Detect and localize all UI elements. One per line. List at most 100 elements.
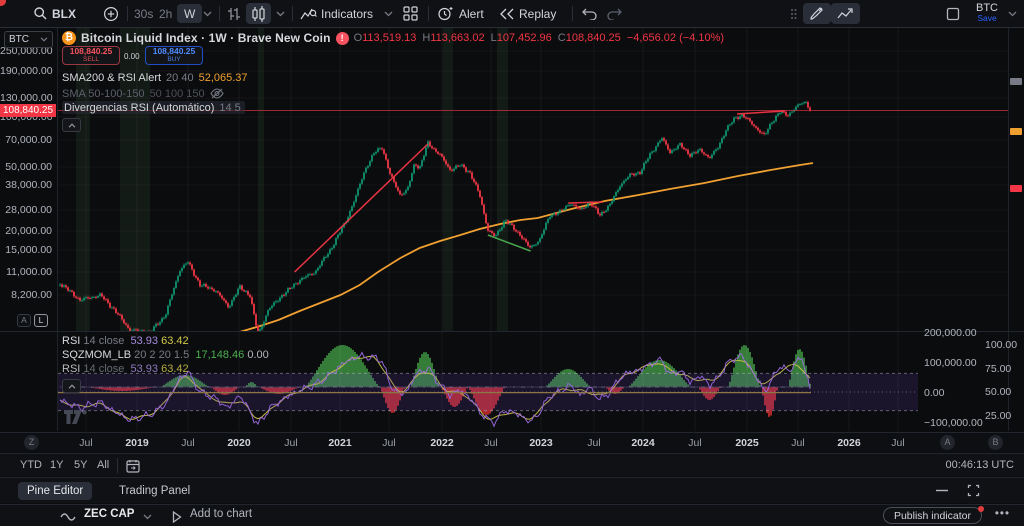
tradingview-logo[interactable]	[64, 410, 88, 425]
scale-b-badge[interactable]: B	[988, 435, 1003, 450]
indicator-legend-divergencias[interactable]: Divergencias RSI (Automático) 14 5	[62, 101, 245, 114]
drag-handle-icon[interactable]	[790, 0, 797, 27]
candles-chart-type-icon[interactable]	[246, 3, 271, 24]
tab-pine-editor[interactable]: Pine Editor	[18, 482, 93, 500]
sqzmom-scale-tick: 0.00	[924, 387, 945, 399]
data-issue-icon[interactable]: !	[335, 31, 349, 45]
time-tick: 2020	[227, 437, 251, 449]
range-ytd-button[interactable]: YTD	[20, 459, 42, 471]
tab-trading-panel[interactable]: Trading Panel	[119, 485, 191, 497]
time-tick: 2022	[430, 437, 454, 449]
add-to-chart-button[interactable]: Add to chart	[190, 508, 253, 520]
edge-price-marker	[1010, 78, 1022, 85]
price-tick: 50,000.00	[5, 161, 52, 173]
time-tick: 2019	[125, 437, 149, 449]
alert-button[interactable]: Alert	[459, 6, 484, 21]
time-axis[interactable]: Z Jul 2019 Jul 2020 Jul 2021 Jul 2022 Jul 2023 Jul…	[0, 432, 1024, 452]
draw-brush-icon[interactable]	[803, 3, 831, 24]
timezone-clock[interactable]: 00:46:13 UTC	[945, 459, 1014, 471]
indicators-icon[interactable]	[300, 0, 317, 27]
rsi-scale-tick: 25.00	[985, 410, 1012, 422]
range-5y-button[interactable]: 5Y	[74, 459, 88, 471]
indicator-legend-sma-50-100-150[interactable]: SMA 50-100-150 50 100 150	[62, 87, 224, 100]
fullscreen-icon[interactable]	[946, 0, 960, 27]
script-chevron-icon[interactable]	[143, 514, 152, 520]
forecast-line-icon[interactable]	[831, 3, 860, 24]
symbol-title[interactable]: Bitcoin Liquid Index · 1W · Brave New Co…	[81, 31, 331, 45]
left-axis-divider[interactable]	[57, 28, 58, 431]
chart-canvas[interactable]	[0, 28, 1024, 432]
sqzmom-scale-tick: 200,000.00	[924, 327, 977, 339]
bar-chart-type-icon[interactable]	[226, 0, 242, 27]
time-tick: Jul	[181, 437, 195, 449]
minimize-icon[interactable]	[936, 489, 948, 492]
time-tick: Jul	[688, 437, 702, 449]
lower-pane-collapse-button[interactable]	[62, 379, 81, 393]
time-tick: 2021	[328, 437, 352, 449]
time-tick: Jul	[587, 437, 601, 449]
currency-chevron-icon[interactable]	[1008, 0, 1017, 27]
price-tick: 11,000.00	[6, 266, 52, 278]
range-all-button[interactable]: All	[97, 459, 110, 471]
add-to-chart-icon[interactable]	[172, 511, 182, 523]
price-tick: 130,000.00	[0, 92, 53, 104]
rsi-legend-row[interactable]: RSI 14 close 53.93 63.42	[62, 335, 189, 347]
bitcoin-icon: ₿	[62, 31, 76, 45]
layout-templates-icon[interactable]	[403, 0, 418, 27]
sqzmom-scale-tick: −100,000.00	[924, 417, 983, 429]
interval-1w-button[interactable]: W	[177, 4, 203, 23]
restore-window-icon[interactable]	[967, 484, 980, 497]
bottom-tabs-row: Pine Editor Trading Panel	[0, 477, 1024, 503]
buy-button[interactable]: 108,840.25 BUY	[145, 46, 203, 65]
indicators-chevron-icon[interactable]	[384, 0, 393, 27]
interval-2h-button[interactable]: 2h	[159, 6, 173, 21]
chart-currency-value: BTC	[9, 34, 29, 45]
redo-icon[interactable]	[606, 0, 622, 27]
chart-type-chevron-icon[interactable]	[276, 0, 285, 27]
edge-price-marker	[1010, 185, 1022, 192]
undo-icon[interactable]	[582, 0, 598, 27]
rsi2-legend-row[interactable]: RSI 14 close 53.93 63.42	[62, 363, 189, 375]
chart-currency-dropdown[interactable]: BTC	[4, 31, 53, 48]
legend-collapse-button[interactable]	[62, 118, 81, 132]
search-icon[interactable]	[33, 0, 48, 27]
price-tick: 8,200.00	[11, 289, 52, 301]
time-tick: 2023	[529, 437, 553, 449]
chevron-down-icon	[40, 37, 48, 42]
indicators-button[interactable]: Indicators	[321, 6, 374, 21]
currency-label[interactable]: BTC	[976, 2, 998, 14]
replay-icon[interactable]	[500, 0, 514, 27]
interval-menu-chevron-icon[interactable]	[203, 0, 212, 27]
time-tick: 2025	[735, 437, 759, 449]
timezone-badge[interactable]: Z	[24, 435, 39, 450]
sell-button[interactable]: 108,840.25 SELL	[62, 46, 120, 65]
date-range-row: YTD 1Y 5Y All 00:46:13 UTC	[0, 453, 1024, 476]
scale-a-badge[interactable]: A	[940, 435, 955, 450]
pane-divider[interactable]	[0, 331, 1024, 332]
price-tick: 20,000.00	[5, 225, 52, 237]
currency-save-control[interactable]: BTC Save	[976, 2, 998, 23]
compare-add-icon[interactable]	[103, 0, 119, 27]
script-name[interactable]: ZEC CAP	[84, 508, 135, 520]
auto-scale-button[interactable]: A	[17, 314, 31, 327]
eye-off-icon[interactable]	[209, 88, 224, 99]
more-options-button[interactable]: •••	[994, 508, 1010, 520]
current-price-label: 108,840.25	[0, 104, 56, 117]
symbol-search-button[interactable]: BLX	[52, 6, 76, 21]
sqzmom-legend-row[interactable]: SQZMOM_LB 20 2 20 1.5 17,148.46 0.00	[62, 349, 269, 361]
alert-clock-icon[interactable]	[437, 0, 453, 27]
log-scale-button[interactable]: L	[34, 314, 48, 327]
publish-indicator-button[interactable]: Publish indicator	[882, 507, 982, 524]
indicator-legend-sma200[interactable]: SMA200 & RSI Alert 20 40 52,065.37	[62, 71, 248, 84]
save-button[interactable]: Save	[977, 13, 997, 23]
go-to-date-icon[interactable]	[126, 459, 140, 473]
price-tick: 15,000.00	[5, 244, 52, 256]
sell-price: 108,840.25	[69, 46, 113, 57]
interval-30s-button[interactable]: 30s	[134, 6, 154, 21]
replay-button[interactable]: Replay	[519, 6, 557, 21]
range-1y-button[interactable]: 1Y	[50, 459, 64, 471]
pine-script-row: ZEC CAP Add to chart Publish indicator •…	[0, 504, 1024, 526]
chart-area[interactable]	[0, 28, 1024, 432]
rsi-scale-tick: 100.00	[985, 339, 1018, 351]
right-axis-divider[interactable]	[1008, 28, 1009, 431]
